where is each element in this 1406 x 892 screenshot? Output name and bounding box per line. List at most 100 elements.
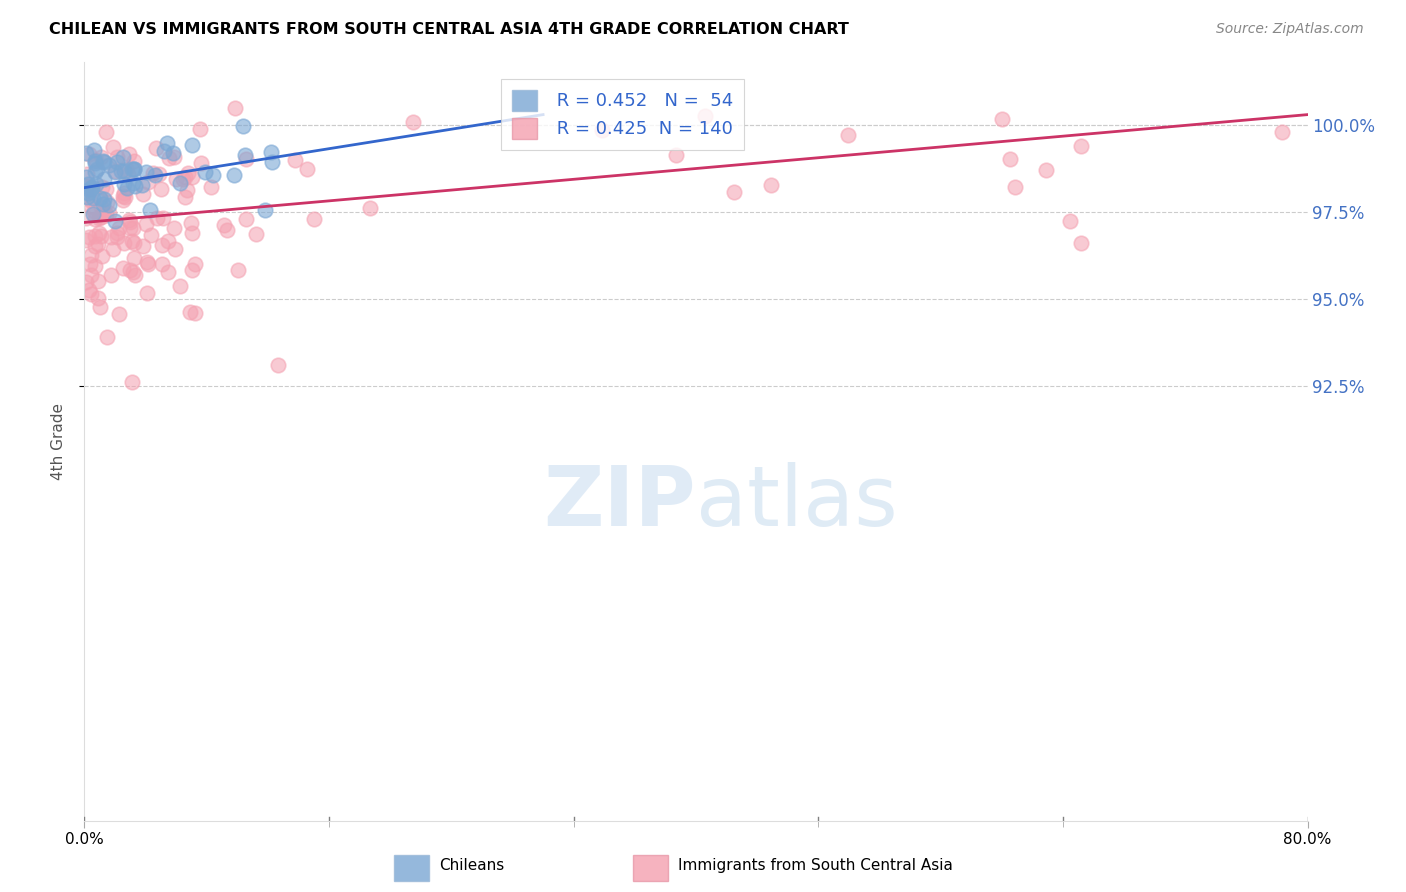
Point xyxy=(402,115,425,129)
Point xyxy=(82,191,104,205)
Point xyxy=(136,255,159,269)
Point xyxy=(260,145,283,160)
Point xyxy=(200,180,222,194)
Point xyxy=(179,304,201,318)
Point xyxy=(297,162,319,177)
FancyBboxPatch shape xyxy=(394,855,429,881)
Point xyxy=(142,166,165,180)
Point xyxy=(84,153,107,167)
Point xyxy=(122,220,145,235)
Point xyxy=(108,307,131,321)
Point xyxy=(284,153,307,168)
Point xyxy=(121,161,143,176)
Point xyxy=(87,292,110,306)
Point xyxy=(136,257,159,271)
Point xyxy=(135,217,157,231)
Point xyxy=(112,186,135,201)
Point xyxy=(75,233,97,247)
Point xyxy=(136,175,159,189)
Point xyxy=(91,249,114,263)
Text: Chileans: Chileans xyxy=(439,858,503,872)
Point xyxy=(267,358,290,372)
Point xyxy=(131,178,153,193)
Point xyxy=(79,193,101,207)
Point xyxy=(105,226,128,240)
Point xyxy=(169,176,191,190)
Point xyxy=(169,279,191,293)
Point xyxy=(80,199,103,213)
Point xyxy=(124,179,146,194)
Point xyxy=(104,165,127,179)
Point xyxy=(84,259,107,273)
Text: Source: ZipAtlas.com: Source: ZipAtlas.com xyxy=(1216,22,1364,37)
Point xyxy=(80,268,103,282)
Point xyxy=(105,155,128,169)
Point xyxy=(103,139,125,153)
Point xyxy=(87,211,110,225)
Point xyxy=(1004,179,1026,194)
Point xyxy=(121,235,143,249)
Point xyxy=(153,145,176,159)
Point xyxy=(665,148,688,162)
Point xyxy=(75,146,97,161)
Point xyxy=(693,109,716,123)
Y-axis label: 4th Grade: 4th Grade xyxy=(51,403,66,480)
Point xyxy=(118,212,141,227)
Point xyxy=(991,112,1014,127)
Point xyxy=(253,203,276,218)
Point xyxy=(1070,235,1092,250)
Point xyxy=(79,182,101,196)
Point xyxy=(90,210,112,224)
Point xyxy=(90,200,112,214)
Point xyxy=(132,239,155,253)
Point xyxy=(82,206,104,220)
Point xyxy=(163,242,186,256)
Point xyxy=(83,229,105,244)
Point xyxy=(111,189,134,203)
Point xyxy=(224,101,246,115)
Point xyxy=(159,151,181,165)
Point xyxy=(143,169,166,183)
Point xyxy=(121,376,143,390)
Point xyxy=(226,263,249,277)
Point xyxy=(837,128,859,142)
Point xyxy=(163,150,186,164)
Point xyxy=(97,198,120,212)
Point xyxy=(75,184,97,198)
Point xyxy=(723,185,745,199)
Point xyxy=(94,207,117,221)
Point xyxy=(215,222,238,236)
Point xyxy=(83,144,105,158)
Point xyxy=(761,178,783,193)
Point xyxy=(359,201,381,215)
Point xyxy=(105,150,128,164)
Point xyxy=(75,211,97,225)
Point xyxy=(93,154,115,169)
Point xyxy=(94,181,117,195)
Point xyxy=(190,155,212,169)
Point xyxy=(87,226,110,240)
Point xyxy=(163,220,186,235)
Point xyxy=(122,162,145,177)
Point xyxy=(76,186,98,201)
Point xyxy=(103,242,125,256)
Point xyxy=(162,145,184,160)
Point xyxy=(260,155,283,169)
Text: ZIP: ZIP xyxy=(544,462,696,542)
Point xyxy=(82,182,104,196)
Point xyxy=(121,265,143,279)
Point xyxy=(115,162,138,177)
Point xyxy=(1035,163,1057,178)
Point xyxy=(76,179,98,194)
Point xyxy=(150,182,173,196)
Point xyxy=(93,192,115,206)
Point xyxy=(84,153,107,168)
Point xyxy=(98,206,121,220)
Point xyxy=(302,212,325,227)
Point xyxy=(122,154,145,169)
Point xyxy=(150,237,173,252)
Point xyxy=(124,268,146,282)
Point xyxy=(122,176,145,190)
Point xyxy=(91,197,114,211)
Point xyxy=(77,147,100,161)
